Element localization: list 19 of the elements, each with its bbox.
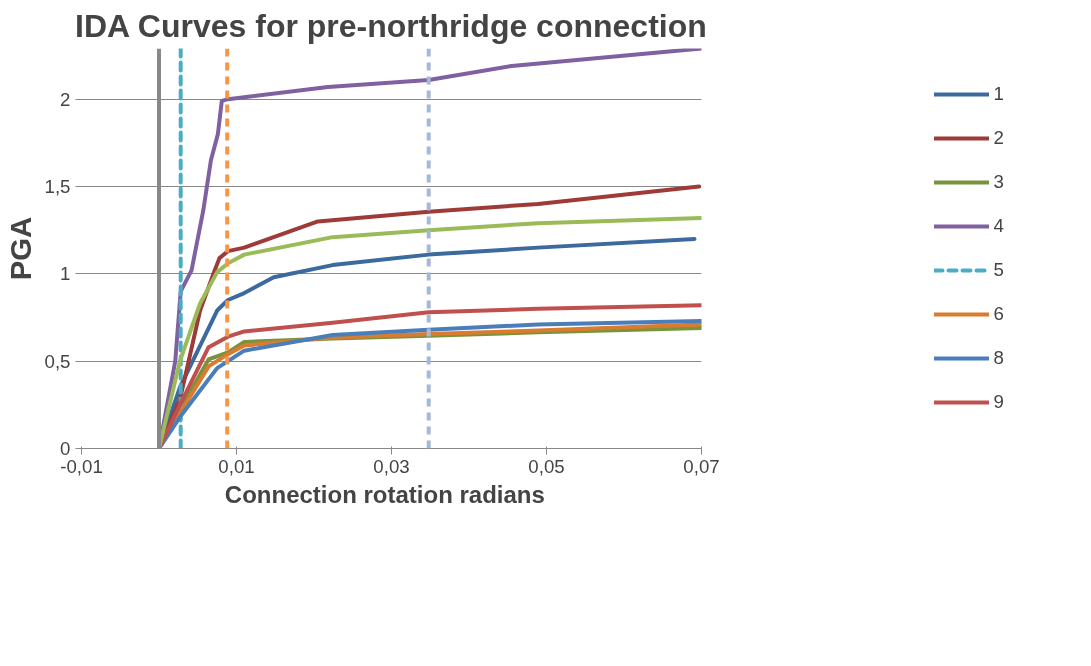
y-tick-label: 0,5: [44, 350, 71, 372]
x-tick-label: 0,01: [218, 455, 255, 477]
legend-label: 4: [993, 215, 1005, 237]
legend-label: 9: [993, 391, 1005, 413]
x-tick-label: 0,03: [373, 455, 410, 477]
legend-label: 1: [993, 83, 1005, 105]
legend-label: 6: [993, 303, 1005, 325]
legend-label: 3: [993, 171, 1005, 193]
y-axis-title: PGA: [3, 216, 37, 281]
y-tick-label: 2: [60, 88, 71, 110]
chart-title: IDA Curves for pre-northridge connection: [75, 7, 707, 44]
x-tick-label: 0,07: [683, 455, 720, 477]
x-tick-label: 0,05: [528, 455, 565, 477]
y-tick-label: 1: [60, 263, 71, 285]
legend-label: 2: [993, 127, 1005, 149]
y-tick-label: 1,5: [44, 175, 71, 197]
legend-label: 5: [993, 259, 1005, 281]
legend-label: 8: [993, 347, 1005, 369]
x-axis-title: Connection rotation radians: [224, 480, 545, 508]
